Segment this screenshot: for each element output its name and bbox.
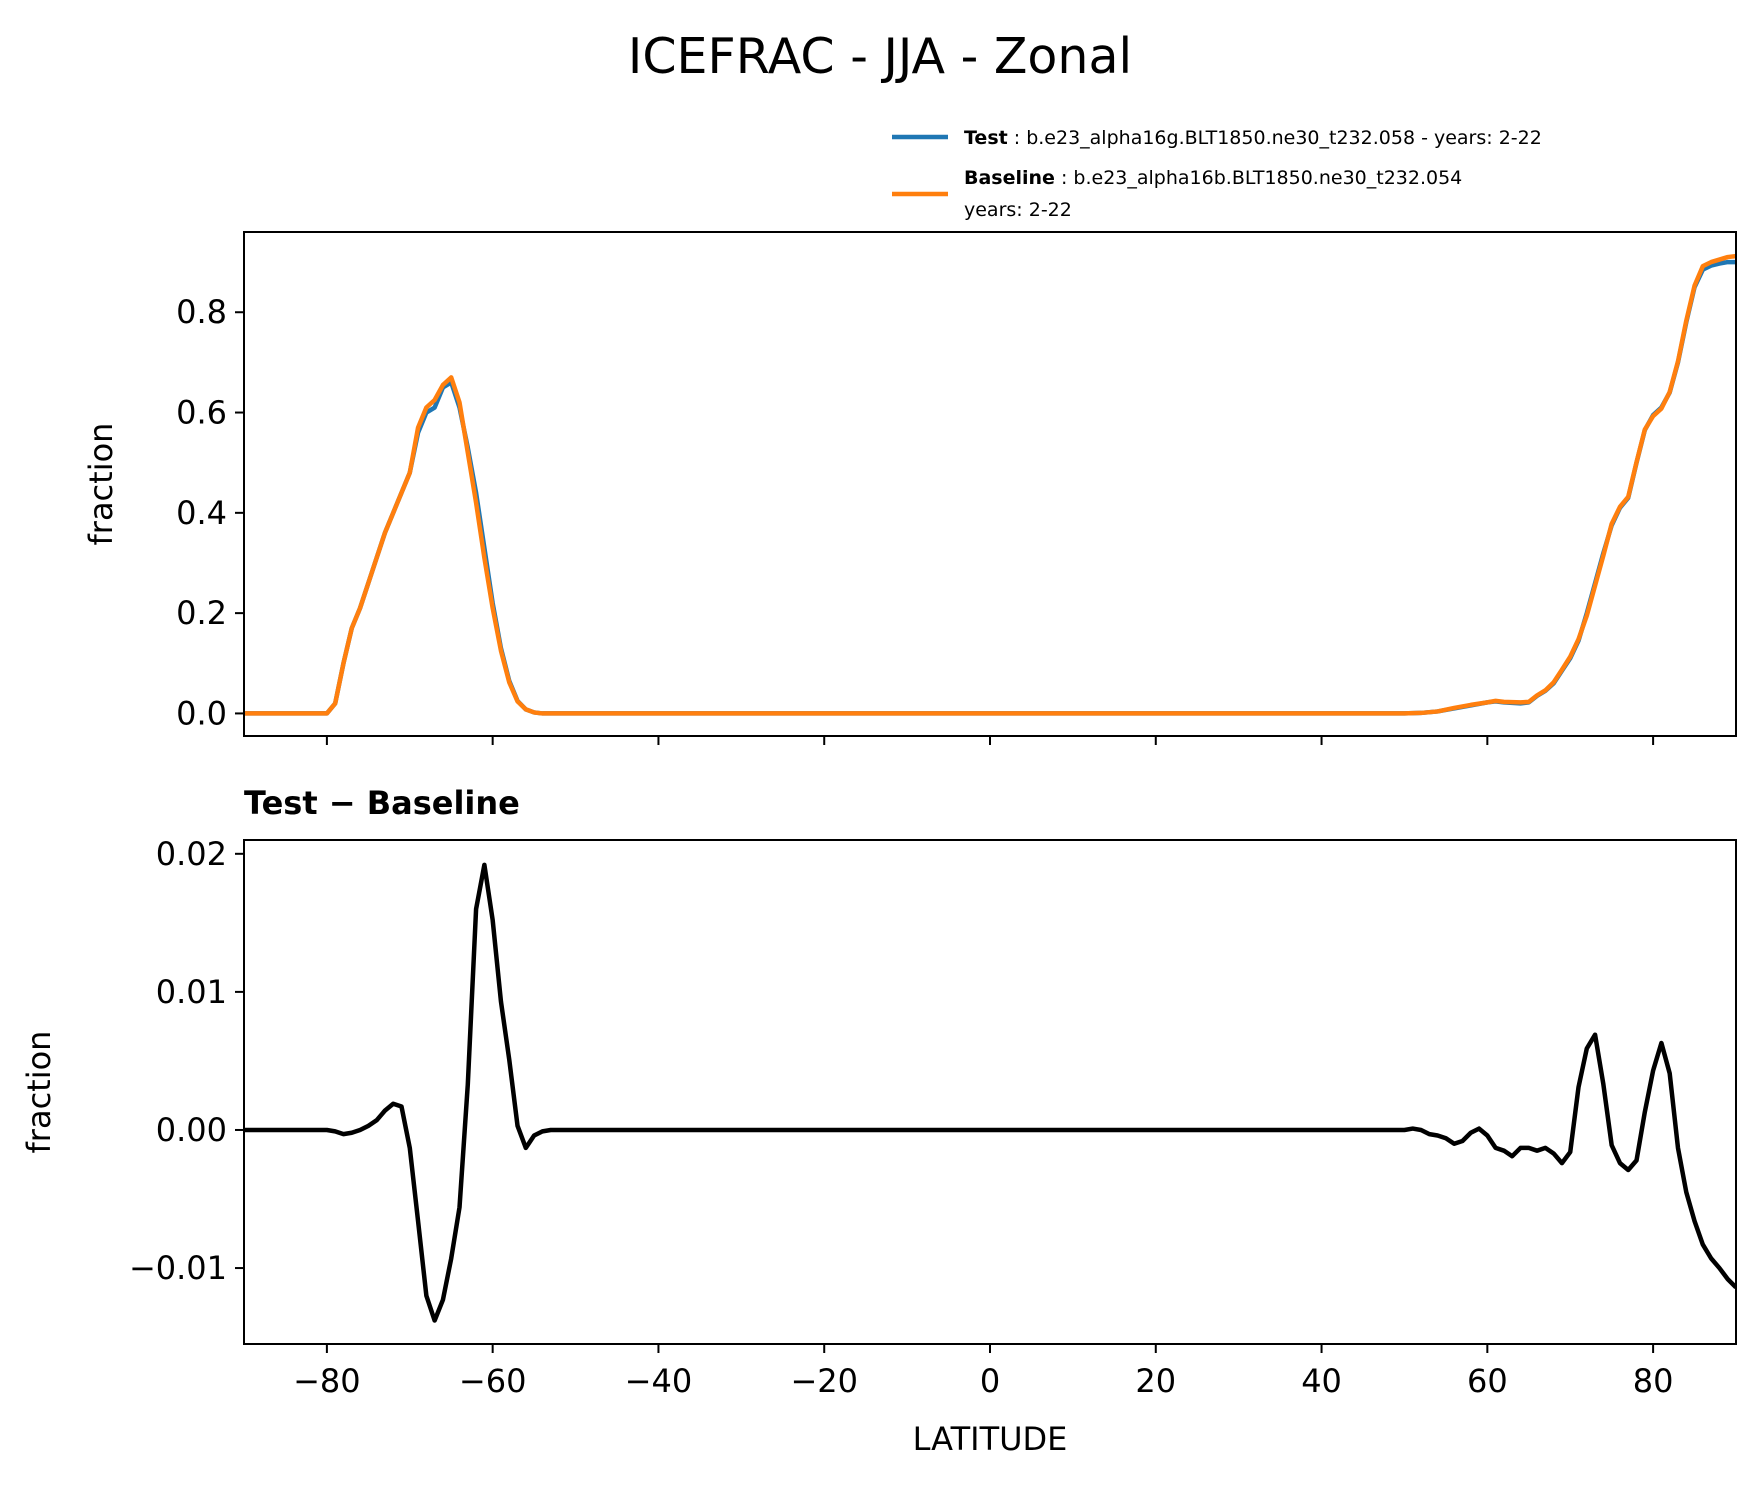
legend-baseline-years: years: 2-22 <box>964 199 1072 221</box>
panel1-ytick-label: 0.02 <box>156 835 227 873</box>
legend-test-detail: : b.e23_alpha16g.BLT1850.ne30_t232.058 -… <box>1008 127 1542 149</box>
panel1-xtick-label: −80 <box>293 1362 361 1400</box>
panel1-title: Test − Baseline <box>244 784 520 822</box>
figure-title: ICEFRAC - JJA - Zonal <box>628 28 1132 85</box>
panel1-xtick-label: 60 <box>1467 1362 1508 1400</box>
panel1-ylabel: fraction <box>20 1031 58 1154</box>
top-panel: 0.0 0.2 0.4 0.6 0.8 fraction <box>82 231 1737 745</box>
panel0-ytick-label: 0.6 <box>176 394 227 432</box>
panel1-xtick-label: 20 <box>1135 1362 1176 1400</box>
legend: Test : b.e23_alpha16g.BLT1850.ne30_t232.… <box>892 127 1542 221</box>
panel1-ytick-label: −0.01 <box>129 1249 227 1287</box>
legend-baseline-label: Baseline : b.e23_alpha16b.BLT1850.ne30_t… <box>964 167 1462 189</box>
panel0-ylabel: fraction <box>82 423 120 546</box>
panel1-xlabel: LATITUDE <box>913 1420 1068 1458</box>
bottom-panel: −0.01 0.00 0.01 0.02 −80 −60 −40 −20 0 20 40 60 80 fr… <box>20 784 1737 1458</box>
legend-baseline-detail: : b.e23_alpha16b.BLT1850.ne30_t232.054 <box>1055 167 1462 189</box>
panel1-ytick-label: 0.01 <box>156 973 227 1011</box>
panel1-xtick-label: −40 <box>625 1362 693 1400</box>
panel1-ytick-label: 0.00 <box>156 1111 227 1149</box>
legend-test-name: Test <box>964 127 1008 149</box>
panel0-ytick-label: 0.4 <box>176 494 227 532</box>
panel0-ytick-label: 0.0 <box>176 694 227 732</box>
panel1-xtick-label: −20 <box>790 1362 858 1400</box>
panel0-ytick-label: 0.2 <box>176 594 227 632</box>
panel0-series-line-baseline <box>244 253 1736 716</box>
panel1-xtick-label: −60 <box>459 1362 527 1400</box>
panel1-xtick-label: 80 <box>1633 1362 1674 1400</box>
panel1-xtick-label: 40 <box>1301 1362 1342 1400</box>
legend-baseline-name: Baseline <box>964 167 1055 189</box>
panel1-xtick-label: 0 <box>980 1362 1000 1400</box>
legend-test-label: Test : b.e23_alpha16g.BLT1850.ne30_t232.… <box>964 127 1542 149</box>
panel1-series-line-difference <box>244 862 1736 1323</box>
panel0-ytick-label: 0.8 <box>176 293 227 331</box>
